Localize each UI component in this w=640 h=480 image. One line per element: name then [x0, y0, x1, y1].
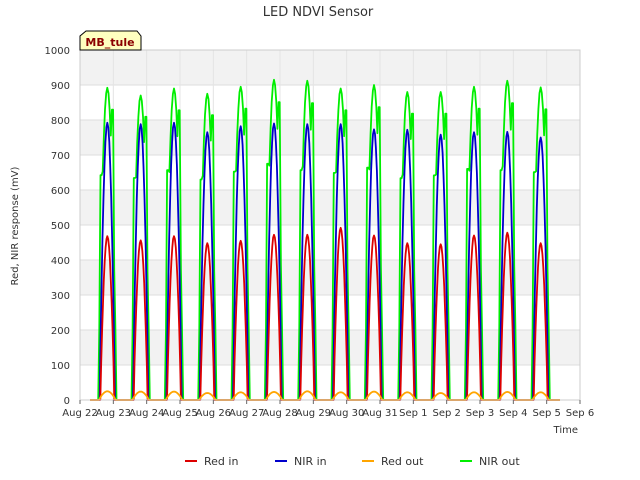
y-tick-label: 700: [51, 151, 70, 162]
legend-label: NIR in: [294, 455, 327, 468]
plot-band: [80, 330, 580, 365]
x-tick-label: Aug 22: [62, 408, 97, 419]
x-tick-label: Sep 5: [532, 408, 560, 419]
x-tick-label: Aug 30: [329, 408, 364, 419]
plot-band: [80, 120, 580, 155]
y-tick-label: 800: [51, 116, 70, 127]
x-tick-label: Sep 2: [432, 408, 460, 419]
legend-label: NIR out: [479, 455, 520, 468]
y-axis-label: Red, NIR response (mV): [10, 166, 21, 285]
x-tick-label: Aug 31: [362, 408, 397, 419]
x-tick-label: Aug 23: [96, 408, 131, 419]
legend-label: Red in: [204, 455, 238, 468]
x-tick-label: Aug 29: [296, 408, 331, 419]
x-axis-label: Time: [553, 425, 578, 436]
y-tick-label: 300: [51, 291, 70, 302]
y-tick-label: 1000: [45, 46, 70, 57]
chart-title: LED NDVI Sensor: [263, 5, 374, 20]
y-tick-label: 200: [51, 326, 70, 337]
x-tick-label: Aug 24: [129, 408, 164, 419]
axes: [79, 49, 581, 401]
x-tick-label: Sep 1: [399, 408, 427, 419]
x-tick-label: Aug 28: [262, 408, 297, 419]
plot-frame: [79, 49, 581, 401]
x-tick-label: Aug 25: [162, 408, 197, 419]
site-badge-box: [79, 30, 142, 51]
x-tick-label: Sep 4: [499, 408, 527, 419]
site-badge-label: MB_tule: [85, 36, 134, 49]
x-tick-label: Aug 26: [196, 408, 231, 419]
plot-band: [80, 190, 580, 225]
legend-label: Red out: [381, 455, 424, 468]
y-tick-label: 500: [51, 221, 70, 232]
y-tick-labels: 0 100 200 300 400 500 600 700 800 900 1000: [45, 46, 70, 407]
y-tick-label: 900: [51, 81, 70, 92]
x-tick-label: Aug 27: [229, 408, 264, 419]
plot-band: [80, 260, 580, 295]
site-badge: MB_tule: [79, 30, 142, 51]
legend: Red in NIR in Red out NIR out: [185, 455, 520, 468]
y-tick-label: 0: [64, 396, 70, 407]
y-tick-label: 600: [51, 186, 70, 197]
x-tick-label: Sep 6: [566, 408, 594, 419]
y-tick-label: 100: [51, 361, 70, 372]
y-tick-label: 400: [51, 256, 70, 267]
plot-band: [80, 50, 580, 85]
x-tick-label: Sep 3: [466, 408, 494, 419]
